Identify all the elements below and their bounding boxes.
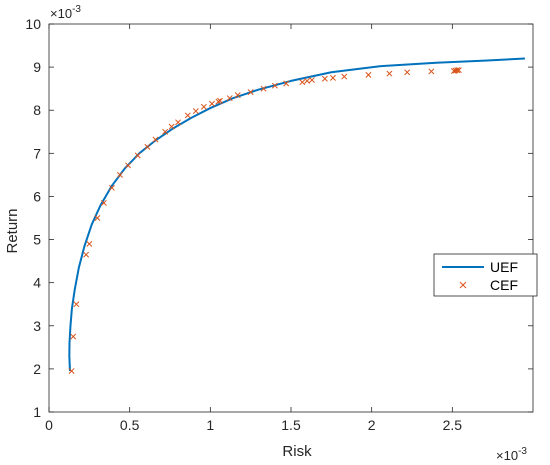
x-tick-label: 1 [206, 417, 214, 433]
y-tick-label: 4 [33, 275, 41, 291]
data-point [117, 171, 123, 178]
y-tick-label: 6 [33, 188, 41, 204]
data-point [428, 68, 435, 75]
data-point [175, 119, 182, 126]
data-point [386, 70, 393, 77]
data-point [200, 103, 207, 110]
data-point [134, 152, 141, 159]
data-point [365, 71, 372, 78]
plot-frame [48, 23, 534, 413]
data-point [299, 79, 306, 86]
x-exponent-label: ×10-3 [496, 446, 527, 463]
y-tick-label: 2 [33, 361, 41, 377]
data-point [108, 184, 115, 191]
data-point [454, 67, 461, 74]
data-point [144, 143, 151, 150]
x-tick-label: 2.5 [443, 417, 463, 433]
x-tick-label: 0 [45, 417, 53, 433]
data-point [321, 75, 328, 82]
data-point [271, 82, 278, 89]
data-point [152, 136, 159, 143]
legend-cef-swatch [459, 281, 467, 289]
data-point [455, 67, 462, 74]
data-point [70, 333, 77, 340]
y-tick-label: 1 [33, 404, 41, 420]
data-point [226, 95, 233, 102]
data-point [404, 69, 411, 76]
data-point [304, 77, 311, 84]
data-point [309, 77, 315, 83]
x-tick-label: 0.5 [120, 417, 140, 433]
data-point [192, 108, 199, 115]
data-point [86, 240, 93, 247]
data-point [234, 92, 241, 99]
x-tick-label: 1.5 [281, 417, 301, 433]
y-tick-label: 10 [25, 16, 41, 32]
data-point [73, 301, 80, 308]
y-tick-label: 3 [33, 318, 41, 334]
y-exponent-label: ×10-3 [50, 4, 81, 21]
series-points-cef [68, 67, 462, 374]
data-point [168, 123, 175, 130]
data-point [283, 80, 290, 87]
y-tick-label: 7 [33, 145, 41, 161]
y-axis-label: Return [4, 208, 21, 253]
data-point [68, 368, 75, 374]
x-axis-ticks: 0 0.5 1 1.5 2 2.5 [45, 24, 462, 433]
series-layer [68, 57, 525, 374]
legend-cef-label: CEF [490, 277, 518, 293]
data-point [329, 74, 336, 81]
data-point [125, 162, 132, 169]
data-point [215, 98, 222, 105]
legend: UEF CEF [433, 253, 538, 297]
x-tick-label: 2 [368, 417, 376, 433]
data-point [341, 73, 348, 80]
data-point [217, 97, 223, 104]
x-axis-label: Risk [282, 443, 312, 460]
legend-box [433, 253, 538, 297]
data-point [208, 100, 215, 107]
legend-uef-label: UEF [490, 259, 518, 275]
y-tick-label: 8 [33, 102, 41, 118]
data-point [260, 85, 267, 92]
y-tick-label: 9 [33, 59, 41, 75]
y-axis-ticks: 1 2 3 4 5 6 7 8 9 10 [25, 16, 533, 420]
y-tick-label: 5 [33, 232, 41, 248]
data-point [162, 128, 169, 135]
data-point [100, 199, 107, 206]
data-point [184, 112, 191, 119]
data-point [247, 89, 254, 96]
plot-area [49, 24, 533, 412]
data-point [83, 251, 90, 258]
data-point [94, 215, 101, 221]
